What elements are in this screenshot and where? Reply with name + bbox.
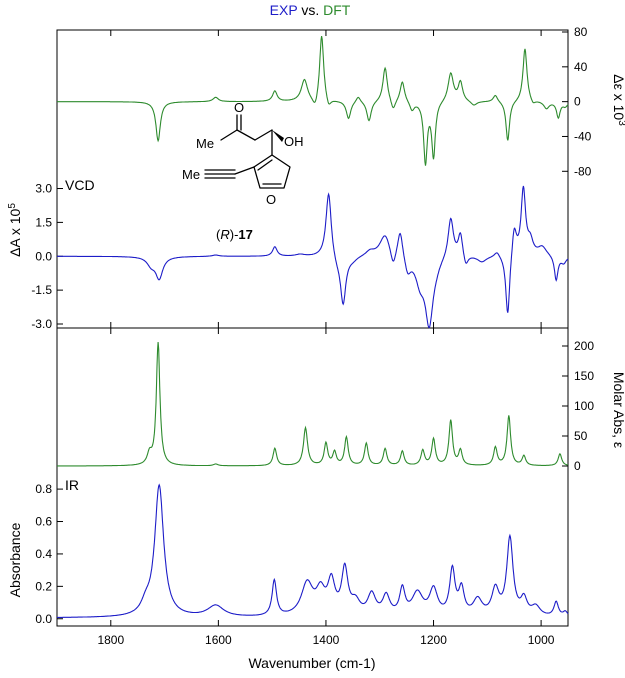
vcd-left-tick-label: -1.5 xyxy=(31,283,52,297)
ir-left-tick-label: 0.8 xyxy=(35,482,52,496)
vcd-left-tick-label: 3.0 xyxy=(35,182,52,196)
atom-me-ketone: Me xyxy=(196,136,214,151)
ir-left-axis-label: Absorbance xyxy=(7,522,23,597)
ir-right-tick-label: 200 xyxy=(574,339,594,353)
ir-right-tick-label: 50 xyxy=(574,429,588,443)
bond xyxy=(220,129,238,141)
atom-o-ketone: O xyxy=(234,100,244,115)
ir-left-tick-label: 0.2 xyxy=(35,579,52,593)
series-layer xyxy=(57,35,569,618)
ir-left-tick-label: 0.0 xyxy=(35,612,52,626)
wedge-bond xyxy=(272,130,284,142)
x-tick-label: 1600 xyxy=(205,633,232,647)
vcd-right-tick-label: -40 xyxy=(574,129,592,143)
compound-label: (R)-17 xyxy=(216,227,253,242)
vcd-left-tick-label: 0.0 xyxy=(35,249,52,263)
ir-right-axis-label: Molar Abs, ε xyxy=(611,372,625,448)
vcd-right-axis-label: Δε x 103 xyxy=(611,74,625,126)
bond xyxy=(234,166,255,175)
vcd-dft-series-line xyxy=(57,35,569,166)
vcd-right-tick-label: 40 xyxy=(574,60,588,74)
furan-ring xyxy=(253,154,291,189)
atom-o-furan: O xyxy=(266,192,276,207)
vcd-right-tick-label: 0 xyxy=(574,95,581,109)
ir-right-tick-label: 150 xyxy=(574,369,594,383)
vcd-right-tick-label: 80 xyxy=(574,25,588,39)
vcd-panel-frame xyxy=(56,29,569,329)
vcd-left-axis-label: ΔA x 105 xyxy=(7,203,24,257)
bond xyxy=(236,129,256,141)
vcd-left-tick-label: -3.0 xyxy=(31,317,52,331)
x-tick-label: 1800 xyxy=(97,633,124,647)
x-tick-label: 1200 xyxy=(420,633,447,647)
ir-right-tick-label: 100 xyxy=(574,399,594,413)
vcd-exp-series-line xyxy=(57,185,569,329)
x-axis-label: Wavenumber (cm-1) xyxy=(248,655,375,671)
ir-exp-series-line xyxy=(57,483,569,618)
bond xyxy=(257,159,273,171)
x-tick-label: 1400 xyxy=(313,633,340,647)
x-tick-label: 1000 xyxy=(528,633,555,647)
title-versus: vs. xyxy=(301,2,319,18)
title-exp: EXP xyxy=(270,2,298,18)
axis-ticks: -3.0 -1.5 0.0 1.5 3.0 -80 -40 0 40 80 0.0 0.2 0.4 0.6… xyxy=(31,25,594,647)
atom-oh: OH xyxy=(284,134,304,149)
chart-title: EXP vs. DFT xyxy=(270,2,351,18)
ir-left-tick-label: 0.6 xyxy=(35,515,52,529)
vcd-left-tick-label: 1.5 xyxy=(35,215,52,229)
vcd-panel-tag: VCD xyxy=(65,177,95,193)
ir-dft-series-line xyxy=(57,341,569,467)
ir-panel-tag: IR xyxy=(65,477,79,493)
ir-right-tick-label: 0 xyxy=(574,459,581,473)
title-dft: DFT xyxy=(323,2,351,18)
ir-panel-frame xyxy=(56,327,569,627)
vcd-right-tick-label: -80 xyxy=(574,164,592,178)
bond xyxy=(254,129,273,141)
ir-left-tick-label: 0.4 xyxy=(35,547,52,561)
atom-me-alkyne: Me xyxy=(182,167,200,182)
molecule-structure: Me O OH Me O (R)-17 xyxy=(182,100,304,242)
